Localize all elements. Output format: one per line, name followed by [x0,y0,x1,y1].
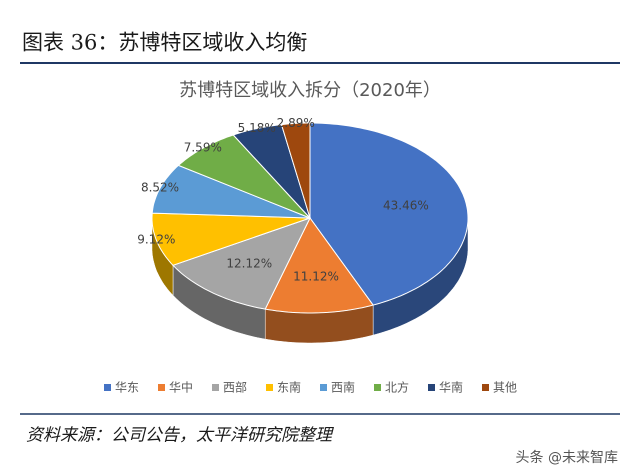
value-label: 7.59% [184,141,222,155]
source: 资料来源：公司公告，太平洋研究院整理 [26,426,334,446]
slice [151,212,311,266]
value-label: 12.12% [226,257,272,271]
value-label: 5.18% [238,121,276,135]
slice [177,134,311,219]
legend-label: 华东 [115,381,139,395]
slice [309,122,469,306]
legend-swatch [482,384,489,391]
legend-swatch [212,384,219,391]
slice [280,122,311,219]
value-label: 11.12% [293,269,339,283]
figure-title: 图表 36：苏博特区域收入均衡 [22,31,307,55]
pie: 43.46% 11.12% 12.12% 9.12% 8.52% 7.59% 5.18% 2.… [137,116,469,344]
legend-swatch [158,384,165,391]
chart-title: 苏博特区域收入拆分（2020年） [179,80,441,101]
legend-swatch [320,384,327,391]
legend-swatch [266,384,273,391]
slice [151,164,311,219]
legend-label: 华中 [169,380,193,395]
value-label: 2.89% [277,116,315,130]
legend-swatch [428,384,435,391]
slice [172,217,311,310]
slice [264,217,374,314]
legend-swatch [104,384,111,391]
legend-label: 华南 [439,380,463,395]
slice [232,124,311,219]
watermark: 头条 @未来智库 [516,449,618,466]
value-label: 8.52% [141,181,179,195]
legend: 华东 华中 西部 东南 西南 北方 华南 其他 [104,380,517,395]
legend-label: 其他 [493,381,517,395]
legend-label: 西部 [223,380,247,395]
legend-label: 西南 [331,380,355,395]
legend-label: 东南 [277,380,301,395]
legend-label: 北方 [385,380,409,395]
legend-swatch [374,384,381,391]
value-label: 43.46% [383,199,429,213]
value-label: 9.12% [137,233,175,247]
